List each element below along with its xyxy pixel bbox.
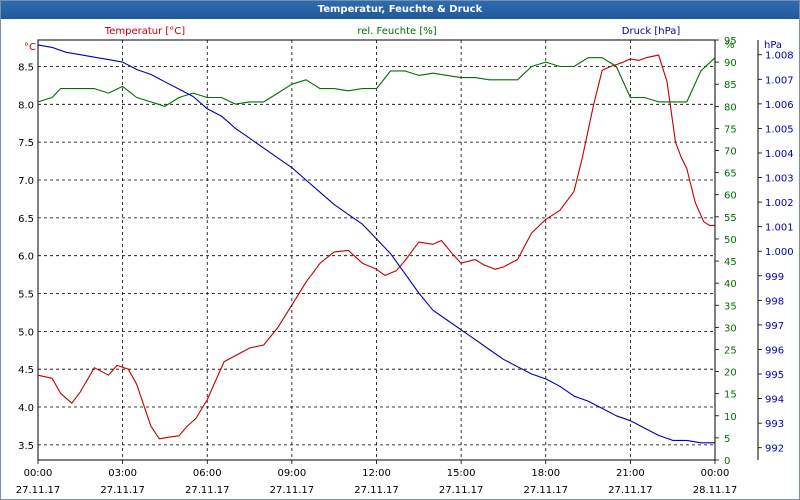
temperature-tick-label: 5.0 <box>18 327 34 338</box>
time-tick-label: 03:00 <box>108 468 137 479</box>
time-tick-label: 12:00 <box>362 468 391 479</box>
humidity-tick-label: 15 <box>724 390 737 401</box>
humidity-tick-label: 75 <box>724 124 737 135</box>
temperature-tick-label: 6.5 <box>18 214 34 225</box>
date-tick-label: 27.11.17 <box>354 485 399 496</box>
pressure-tick-label: 1.003 <box>765 174 794 185</box>
temperature-unit-label: °C <box>24 42 36 53</box>
grid-lines <box>38 40 715 460</box>
pressure-tick-label: 992 <box>765 444 784 455</box>
time-tick-label: 09:00 <box>277 468 306 479</box>
date-tick-label: 28.11.17 <box>693 485 738 496</box>
humidity-tick-label: 40 <box>724 279 737 290</box>
pressure-unit-label: hPa <box>764 40 782 51</box>
pressure-tick-label: 1.007 <box>765 75 794 86</box>
humidity-axis: 0 5 10 15 20 25 30 35 40 45 50 55 60 65 70 75 80 85 90 95 <box>715 36 737 467</box>
pressure-axis-title: Druck [hPa] <box>622 26 681 37</box>
pressure-tick-label: 998 <box>765 296 784 307</box>
pressure-tick-label: 996 <box>765 345 784 356</box>
pressure-axis: 992 993 994 995 996 997 998 999 1.000 1.001 1.002 1… <box>757 40 794 460</box>
pressure-tick-label: 1.001 <box>765 223 794 234</box>
humidity-tick-label: 60 <box>724 191 737 202</box>
window-title: Temperatur, Feuchte & Druck <box>1 1 799 19</box>
temperature-axis-title: Temperatur [°C] <box>104 26 185 37</box>
time-axis: 00:00 27.11.17 03:00 27.11.17 06:00 27.11.17 0… <box>16 460 738 496</box>
time-tick-label: 06:00 <box>193 468 222 479</box>
pressure-tick-label: 1.005 <box>765 124 794 135</box>
time-tick-label: 15:00 <box>447 468 476 479</box>
date-tick-label: 27.11.17 <box>16 485 61 496</box>
humidity-tick-label: 25 <box>724 345 737 356</box>
humidity-tick-label: 95 <box>724 36 737 47</box>
humidity-unit-label: % <box>725 40 735 51</box>
temperature-tick-label: 4.0 <box>18 403 34 414</box>
pressure-tick-label: 1.000 <box>765 247 794 258</box>
temperature-tick-label: 8.0 <box>18 100 34 111</box>
temperature-tick-label: 7.5 <box>18 138 34 149</box>
humidity-tick-label: 80 <box>724 102 737 113</box>
pressure-tick-label: 993 <box>765 419 784 430</box>
series-layer <box>37 44 716 444</box>
temperature-tick-label: 6.0 <box>18 252 34 263</box>
humidity-tick-label: 50 <box>724 235 737 246</box>
time-tick-label: 21:00 <box>616 468 645 479</box>
temperature-series-line <box>37 54 715 440</box>
temperature-axis: 3.5 4.0 4.5 5.0 5.5 6.0 6.5 7.0 7.5 8.0 8.5 <box>18 62 34 451</box>
humidity-tick-label: 35 <box>724 301 737 312</box>
date-tick-label: 27.11.17 <box>523 485 568 496</box>
humidity-tick-label: 55 <box>724 213 737 224</box>
humidity-tick-label: 20 <box>724 368 737 379</box>
humidity-axis-title: rel. Feuchte [%] <box>357 26 436 37</box>
pressure-tick-label: 1.004 <box>765 149 794 160</box>
date-tick-label: 27.11.17 <box>100 485 145 496</box>
humidity-tick-label: 45 <box>724 257 737 268</box>
pressure-tick-label: 1.002 <box>765 198 794 209</box>
temperature-tick-label: 3.5 <box>18 441 34 452</box>
humidity-tick-label: 85 <box>724 80 737 91</box>
pressure-tick-label: 1.006 <box>765 100 794 111</box>
humidity-series-line <box>37 57 716 107</box>
pressure-tick-label: 999 <box>765 272 784 283</box>
humidity-tick-label: 0 <box>724 456 730 467</box>
pressure-tick-label: 995 <box>765 370 784 381</box>
temperature-tick-label: 5.5 <box>18 290 34 301</box>
time-tick-label: 18:00 <box>531 468 560 479</box>
humidity-tick-label: 70 <box>724 147 737 158</box>
temperature-tick-label: 7.0 <box>18 176 34 187</box>
humidity-tick-label: 10 <box>724 412 737 423</box>
pressure-tick-label: 997 <box>765 321 784 332</box>
humidity-tick-label: 30 <box>724 323 737 334</box>
temperature-tick-label: 4.5 <box>18 365 34 376</box>
pressure-series-line <box>37 44 715 444</box>
humidity-tick-label: 5 <box>724 434 730 445</box>
time-tick-label: 00:00 <box>24 468 53 479</box>
humidity-tick-label: 65 <box>724 169 737 180</box>
date-tick-label: 27.11.17 <box>270 485 315 496</box>
pressure-tick-label: 994 <box>765 395 784 406</box>
pressure-tick-label: 1.008 <box>765 51 794 62</box>
time-tick-label: 00:00 <box>701 468 730 479</box>
humidity-tick-label: 90 <box>724 58 737 69</box>
date-tick-label: 27.11.17 <box>185 485 230 496</box>
date-tick-label: 27.11.17 <box>608 485 653 496</box>
date-tick-label: 27.11.17 <box>439 485 484 496</box>
temperature-tick-label: 8.5 <box>18 62 34 73</box>
